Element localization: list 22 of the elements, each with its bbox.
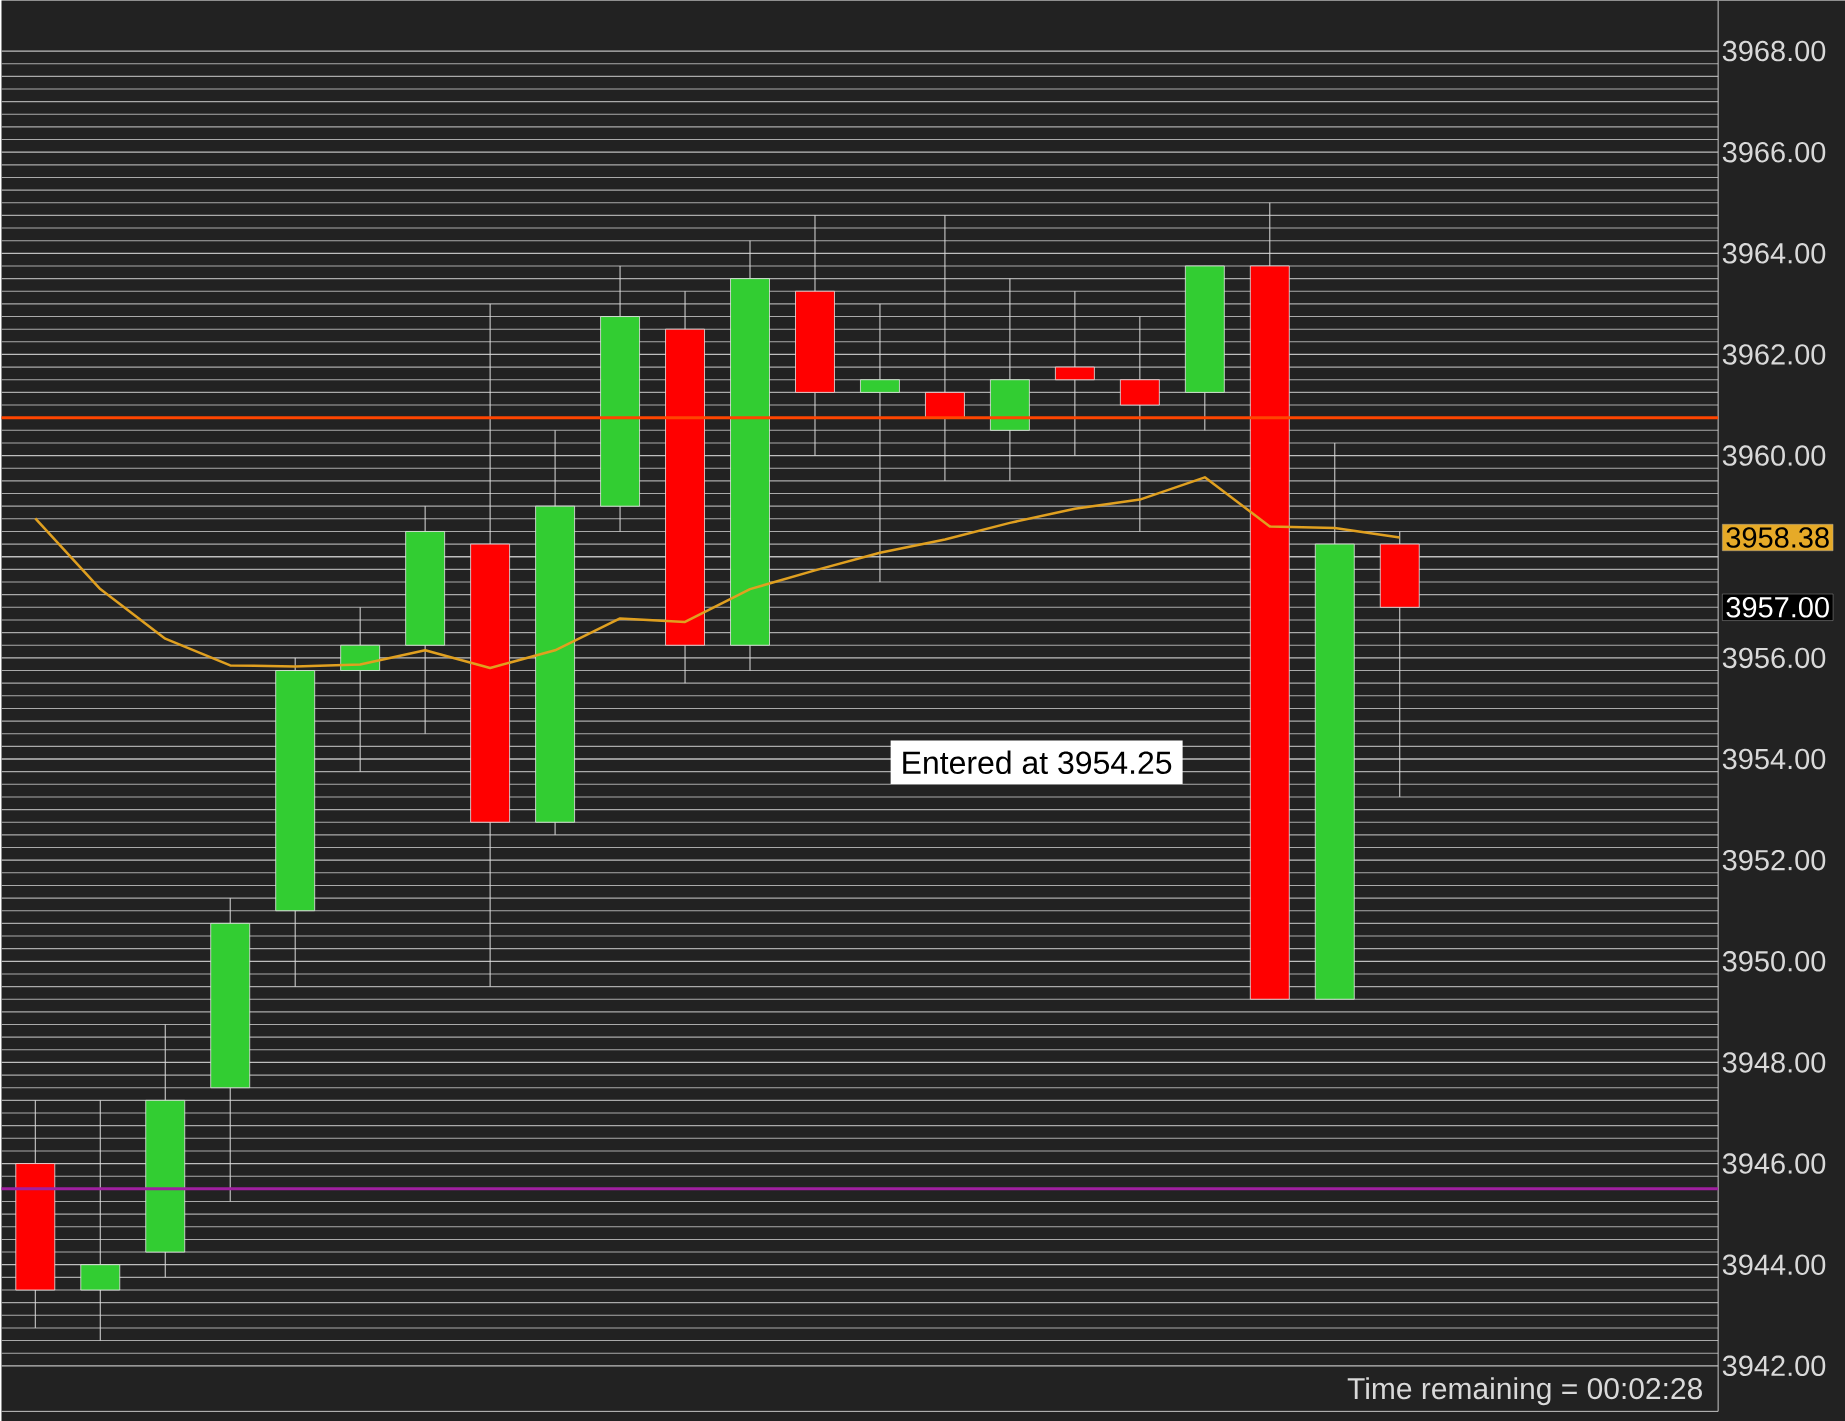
annotation: Entered at 3954.25	[903, 750, 1172, 774]
y-tick-label: 3964.00	[1722, 242, 1826, 264]
y-tick-label: 3952.00	[1722, 849, 1826, 871]
annotation: Time remaining = 00:02:28	[1347, 1377, 1702, 1405]
candlestick	[925, 214, 965, 482]
line-series	[34, 475, 1402, 670]
y-tick-label: 3946.00	[1722, 1153, 1826, 1174]
candlestick	[860, 303, 900, 583]
y-tick-label: 3962.00	[1722, 344, 1826, 365]
y-tick-label: 3960.00	[1722, 445, 1826, 466]
candlestick	[1054, 290, 1095, 456]
y-tick-label: 3944.00	[1722, 1254, 1826, 1275]
y-tick-label: 3968.00	[1722, 40, 1826, 62]
text: 3958.38	[1726, 527, 1829, 548]
y-tick-label: 3942.00	[1722, 1355, 1826, 1376]
text: 3957.00	[1726, 596, 1829, 618]
y-tick-label: 3954.00	[1722, 748, 1826, 770]
y-tick-label: 3956.00	[1722, 647, 1826, 668]
y-tick-label: 3966.00	[1722, 141, 1826, 163]
y-tick-label: 3950.00	[1722, 950, 1826, 972]
y-tick-label: 3948.00	[1722, 1052, 1826, 1073]
candlestick	[80, 1099, 121, 1341]
